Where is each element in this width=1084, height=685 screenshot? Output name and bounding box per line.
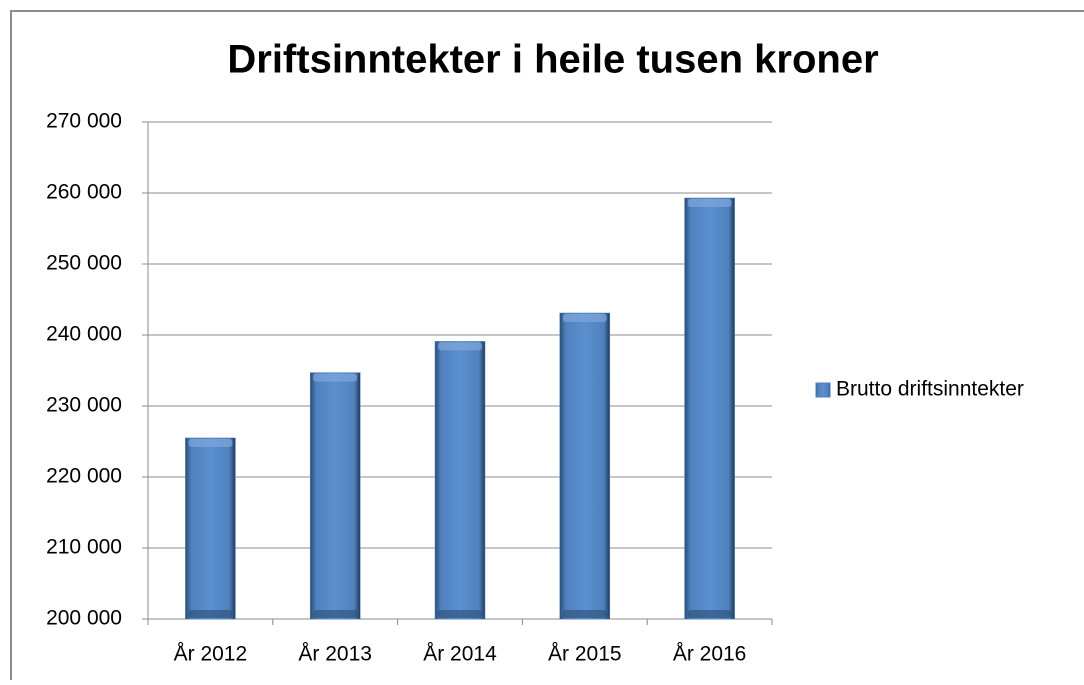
bar-cap — [687, 198, 732, 207]
bar — [185, 437, 236, 620]
x-tick-label: År 2015 — [548, 643, 622, 666]
bar-cap — [562, 313, 607, 322]
x-tick-label: År 2016 — [673, 643, 747, 666]
bar — [309, 372, 361, 620]
bar-base — [562, 610, 607, 618]
y-tick-label: 270 000 — [46, 110, 122, 133]
y-tick-label: 210 000 — [46, 536, 122, 559]
y-tick-label: 240 000 — [46, 323, 122, 346]
x-tick-label: År 2014 — [423, 643, 497, 666]
bar-base — [313, 610, 358, 618]
legend-label: Brutto driftsinntekter — [836, 378, 1024, 401]
bar-base — [687, 610, 732, 618]
chart-border — [10, 10, 1084, 685]
bar-base — [438, 610, 482, 618]
y-tick-label: 220 000 — [46, 465, 122, 488]
y-tick-label: 200 000 — [46, 607, 122, 630]
y-tick-label: 260 000 — [46, 181, 122, 204]
bar-base — [188, 610, 233, 618]
bar — [434, 341, 486, 620]
bar-cap — [313, 373, 358, 382]
y-tick-label: 230 000 — [46, 394, 122, 417]
chart-title: Driftsinntekter i heile tusen kroner — [227, 38, 878, 82]
x-tick-label: År 2012 — [174, 643, 248, 666]
x-tick-label: År 2013 — [298, 643, 372, 666]
bar — [559, 312, 611, 620]
legend-swatch — [815, 382, 831, 398]
bar-cap — [438, 342, 482, 351]
bar — [684, 197, 735, 620]
y-tick-label: 250 000 — [46, 252, 122, 275]
bar-cap — [188, 438, 233, 447]
